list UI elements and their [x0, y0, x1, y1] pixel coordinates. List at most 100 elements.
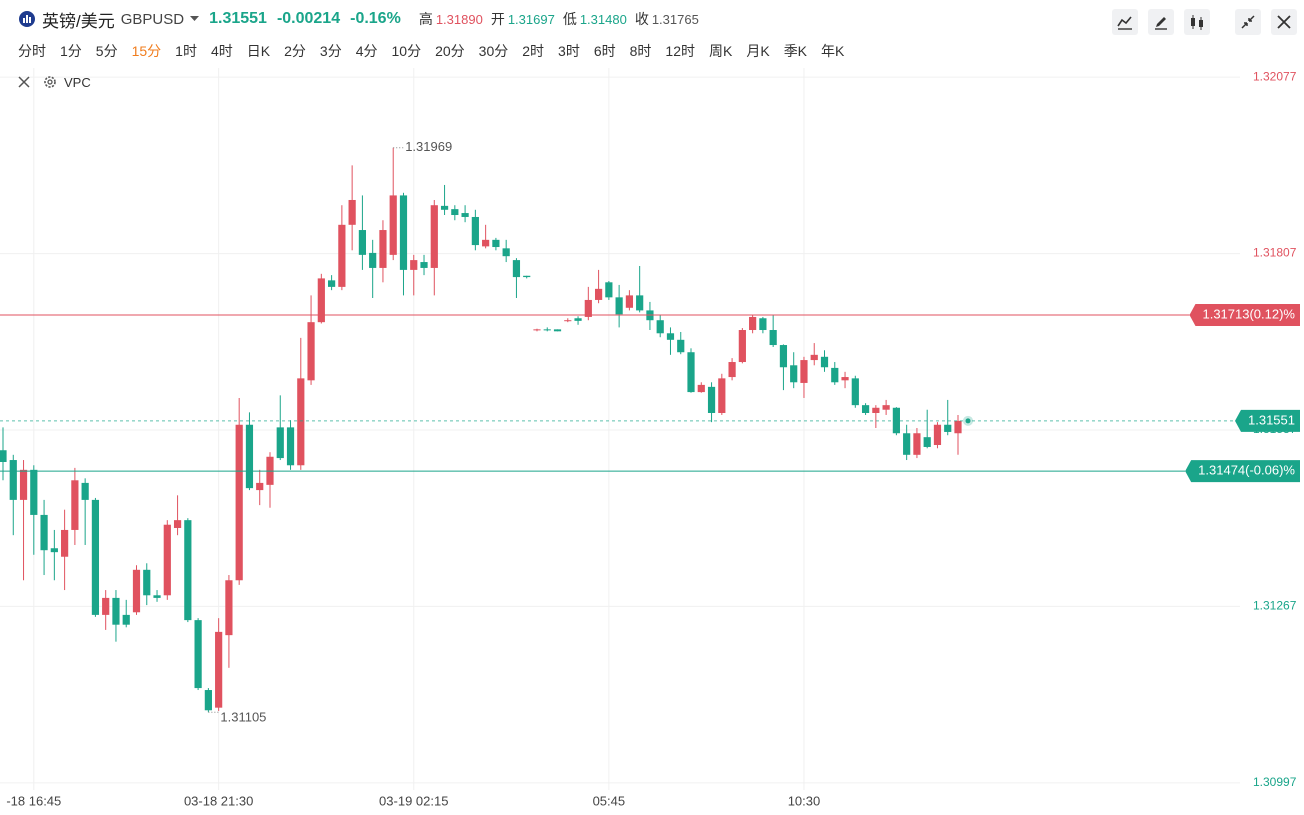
candle-body [50, 548, 58, 553]
candle-body [40, 514, 48, 551]
stat-value: 1.31765 [651, 11, 699, 27]
period-tab[interactable]: 30分 [478, 43, 509, 59]
price-change-pct: -0.16% [350, 10, 401, 27]
period-tab[interactable]: 4分 [355, 43, 378, 59]
candle-body [594, 288, 603, 300]
reference-group: 1.31713(0.12)% [0, 303, 1300, 326]
period-tab[interactable]: 周K [709, 43, 733, 59]
candle-body [697, 384, 705, 393]
candle-body [841, 377, 849, 381]
period-tab[interactable]: 3分 [319, 43, 342, 59]
candle-body [389, 195, 397, 255]
period-tab[interactable]: 20分 [435, 43, 465, 59]
period-tab[interactable]: 15分 [131, 43, 162, 59]
stat-value: 1.31890 [435, 11, 483, 27]
current-price-label: 1.31551 [1248, 412, 1295, 427]
current-price-group: 1.31551 [0, 409, 1300, 432]
candle-body [779, 345, 788, 368]
period-tab[interactable]: 月K [746, 43, 770, 59]
candle-body [461, 213, 469, 217]
candle-body [882, 405, 890, 410]
candle-body [61, 529, 69, 557]
candle-body [954, 420, 962, 434]
candle-body [738, 330, 746, 363]
symbol-name[interactable]: 英镑/美元 [42, 11, 115, 31]
candle-body [615, 297, 623, 315]
candle-body [143, 569, 151, 596]
x-tick-label: -18 16:45 [6, 793, 61, 808]
high-annotation: 1.31969 [405, 139, 452, 154]
candle-body [0, 450, 7, 462]
period-tab[interactable]: 12时 [665, 43, 695, 59]
remove-indicator[interactable] [18, 76, 30, 88]
y-tick-label: 1.30997 [1253, 775, 1297, 789]
candle-body [256, 482, 264, 491]
shrink-button[interactable] [1235, 9, 1261, 35]
candle-body [820, 356, 829, 368]
candle-body [759, 318, 767, 331]
candle-body [276, 427, 284, 459]
indicator-name[interactable]: VPC [64, 74, 91, 90]
candle-body [122, 614, 130, 625]
candle-body [451, 209, 459, 216]
candle-body [523, 275, 531, 278]
candle-body [307, 322, 315, 381]
low-annotation: 1.31105 [220, 710, 266, 725]
period-tab[interactable]: 2时 [522, 43, 545, 59]
candle-body [215, 631, 223, 708]
candle-body [800, 360, 808, 383]
period-tab[interactable]: 3时 [558, 43, 580, 59]
last-price: 1.31551 [209, 10, 267, 27]
stats: 高 1.31890 开 1.31697 低 1.31480 收 1.31765 [411, 9, 699, 29]
candle-body [502, 248, 510, 257]
reference-label: 1.31713(0.12)% [1202, 306, 1295, 321]
candle-body [944, 424, 952, 432]
symbol-code[interactable]: GBPUSD [120, 10, 185, 28]
candle-body [328, 280, 336, 287]
period-tab[interactable]: 季K [783, 43, 808, 59]
candle-body [163, 524, 171, 596]
draw-button[interactable] [1148, 9, 1174, 35]
candle-body [379, 230, 387, 268]
header: 英镑/美元 GBPUSD 1.31551 -0.00214 -0.16% 高 1.… [18, 7, 699, 31]
y-tick-label: 1.31267 [1253, 599, 1297, 613]
candle-body [102, 597, 110, 615]
period-tab[interactable]: 年K [821, 43, 845, 59]
candle-body [903, 433, 911, 455]
candle-body [440, 205, 449, 210]
reference-badge [1185, 460, 1300, 483]
period-tab[interactable]: 8时 [629, 43, 652, 59]
y-tick-label: 1.32077 [1253, 69, 1297, 83]
dropdown-caret[interactable] [190, 16, 200, 22]
candle-body [605, 282, 613, 298]
candle-body [194, 620, 202, 689]
x-tick-label: 03-18 21:30 [184, 793, 253, 808]
candle-body [584, 299, 592, 317]
period-tab[interactable]: 1分 [60, 43, 82, 59]
stat-value: 1.31480 [579, 11, 627, 27]
candle-body [831, 367, 839, 383]
candle-body [718, 378, 726, 413]
candle-body [235, 424, 243, 581]
close-button[interactable] [1271, 9, 1297, 35]
period-tab[interactable]: 10分 [391, 43, 422, 59]
period-tab[interactable]: 5分 [95, 43, 118, 59]
candle-body [666, 333, 675, 340]
period-tab[interactable]: 4时 [210, 43, 233, 59]
candle-body [923, 437, 931, 447]
candle-body [91, 499, 100, 615]
chart-type-button[interactable] [1184, 9, 1210, 35]
candle-body [420, 262, 428, 268]
period-tab[interactable]: 日K [246, 43, 271, 59]
period-tab[interactable]: 1时 [175, 43, 197, 59]
period-tab[interactable]: 分时 [18, 43, 46, 59]
candle-body [677, 339, 685, 353]
candle-body [574, 318, 582, 321]
indicator-button[interactable] [1112, 9, 1138, 35]
indicator-settings[interactable] [42, 74, 58, 90]
candle-body [482, 239, 490, 247]
period-tab[interactable]: 6时 [593, 43, 616, 59]
candle-body [399, 195, 408, 270]
period-tab[interactable]: 2分 [284, 43, 306, 59]
